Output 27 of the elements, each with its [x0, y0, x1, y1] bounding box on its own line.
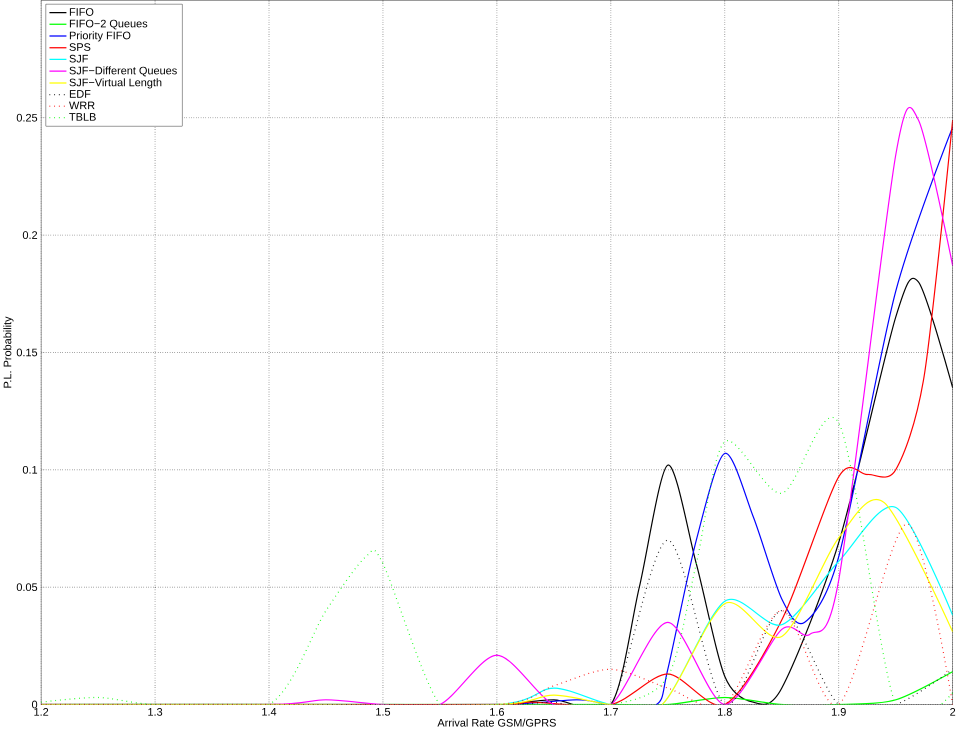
y-tick-label: 0.15 [16, 348, 38, 356]
y-tick-label: 0.2 [22, 231, 38, 239]
legend-label: Priority FIFO [70, 31, 130, 42]
x-tick-label: 1.7 [604, 708, 618, 716]
legend-label: FIFO−2 Queues [70, 20, 148, 30]
legend-label: FIFO [70, 8, 94, 16]
legend-label: SJF−Different Queues [70, 66, 177, 76]
x-tick-label: 1.8 [718, 708, 732, 716]
x-tick-label: 1.5 [376, 708, 390, 716]
y-tick-label: 0.05 [16, 583, 38, 592]
x-axis-title: Arrival Rate GSM/GPRS [437, 718, 556, 727]
legend-label: SJF−Virtual Length [70, 78, 162, 88]
legend-label: SJF [70, 54, 88, 63]
y-tick-label: 0.25 [16, 114, 38, 122]
y-axis-title: P.L. Probability [3, 316, 14, 388]
x-tick-label: 1.2 [34, 708, 48, 716]
legend-label: TBLB [69, 113, 96, 121]
x-tick-label: 2 [950, 708, 956, 716]
x-tick-label: 1.6 [490, 708, 504, 716]
legend-label: WRR [69, 102, 95, 110]
legend-label: SPS [70, 43, 90, 51]
y-tick-label: 0.1 [22, 466, 38, 474]
x-tick-label: 1.3 [148, 708, 162, 716]
x-tick-label: 1.9 [832, 708, 846, 716]
x-tick-label: 1.4 [262, 708, 276, 716]
legend-label: EDF [70, 90, 90, 98]
y-tick-label: 0 [32, 700, 38, 708]
